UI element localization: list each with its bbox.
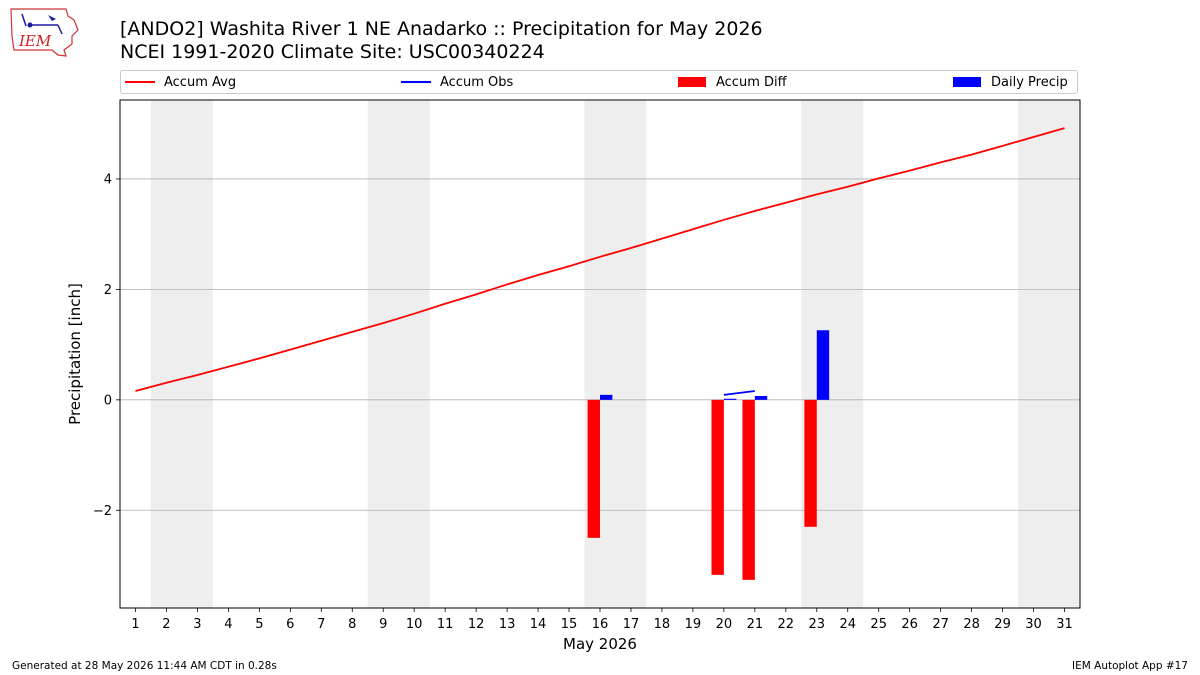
accum-diff-bar-day-21 (742, 399, 755, 580)
weekend-shade-1 (150, 100, 213, 608)
x-tick-label-6: 6 (286, 617, 294, 632)
x-tick-label-1: 1 (131, 617, 139, 632)
x-tick-label-12: 12 (468, 617, 485, 632)
x-tick-label-2: 2 (162, 617, 170, 632)
x-tick-label-21: 21 (747, 617, 764, 632)
accum-diff-bar-day-20 (711, 399, 724, 575)
weekend-shade-4 (801, 100, 864, 608)
x-tick-label-25: 25 (870, 617, 887, 632)
x-tick-label-4: 4 (224, 617, 232, 632)
y-tick-label-0: 0 (104, 393, 112, 408)
y-tick-label-2: 2 (104, 283, 112, 298)
chart-title: [ANDO2] Washita River 1 NE Anadarko :: P… (120, 18, 763, 40)
y-tick-label-4: 4 (104, 172, 112, 187)
legend-label-accum-diff: Accum Diff (716, 74, 787, 90)
x-tick-label-19: 19 (685, 617, 702, 632)
legend-item-daily-precip: Daily Precip (953, 71, 1068, 93)
footer-app-text: IEM Autoplot App #17 (1072, 660, 1188, 672)
legend: Accum Avg Accum Obs Accum Diff Daily Pre… (120, 70, 1078, 94)
legend-swatch-accum-diff (678, 77, 706, 87)
legend-item-accum-obs: Accum Obs (401, 71, 513, 93)
x-tick-label-24: 24 (839, 617, 856, 632)
iem-logo: IEM (10, 8, 79, 57)
x-tick-label-3: 3 (193, 617, 201, 632)
x-tick-label-20: 20 (716, 617, 733, 632)
daily-precip-bar-day-16 (600, 394, 613, 400)
x-tick-label-16: 16 (592, 617, 609, 632)
chart-subtitle: NCEI 1991-2020 Climate Site: USC00340224 (120, 41, 545, 63)
legend-label-accum-avg: Accum Avg (164, 74, 237, 90)
legend-swatch-accum-avg (125, 81, 155, 83)
accum-obs-line (723, 390, 755, 396)
x-tick-label-11: 11 (437, 617, 454, 632)
x-tick-label-22: 22 (778, 617, 795, 632)
x-tick-label-29: 29 (994, 617, 1011, 632)
x-tick-label-26: 26 (901, 617, 918, 632)
legend-swatch-accum-obs (401, 81, 431, 83)
footer-generated-text: Generated at 28 May 2026 11:44 AM CDT in… (12, 660, 277, 672)
legend-label-daily-precip: Daily Precip (991, 74, 1068, 90)
daily-precip-bar-day-23 (816, 330, 830, 400)
x-tick-label-10: 10 (406, 617, 423, 632)
x-tick-label-30: 30 (1025, 617, 1042, 632)
x-axis-label: May 2026 (563, 635, 637, 653)
legend-swatch-daily-precip (953, 77, 981, 87)
logo-text: IEM (18, 32, 52, 50)
legend-item-accum-diff: Accum Diff (678, 71, 787, 93)
x-tick-label-14: 14 (530, 617, 547, 632)
weekend-shade-2 (367, 100, 430, 608)
accum-diff-bar-day-16 (587, 399, 600, 538)
legend-label-accum-obs: Accum Obs (440, 74, 514, 90)
x-tick-label-17: 17 (623, 617, 640, 632)
x-tick-label-8: 8 (348, 617, 356, 632)
accum-avg-line (135, 127, 1065, 392)
x-tick-label-28: 28 (963, 617, 980, 632)
x-tick-label-18: 18 (654, 617, 671, 632)
x-tick-label-27: 27 (932, 617, 949, 632)
x-tick-label-15: 15 (561, 617, 578, 632)
x-tick-label-9: 9 (379, 617, 387, 632)
legend-item-accum-avg: Accum Avg (125, 71, 236, 93)
x-tick-label-13: 13 (499, 617, 516, 632)
x-tick-label-23: 23 (809, 617, 826, 632)
accum-diff-bar-day-23 (804, 399, 817, 527)
y-tick-label--2: −2 (93, 504, 112, 519)
y-axis-label: Precipitation [inch] (66, 283, 84, 425)
weekend-shade-5 (1018, 100, 1080, 608)
x-tick-label-31: 31 (1056, 617, 1073, 632)
x-tick-label-7: 7 (317, 617, 325, 632)
x-tick-label-5: 5 (255, 617, 263, 632)
daily-precip-bar-day-21 (754, 395, 768, 400)
daily-precip-bar-day-20 (723, 398, 737, 400)
